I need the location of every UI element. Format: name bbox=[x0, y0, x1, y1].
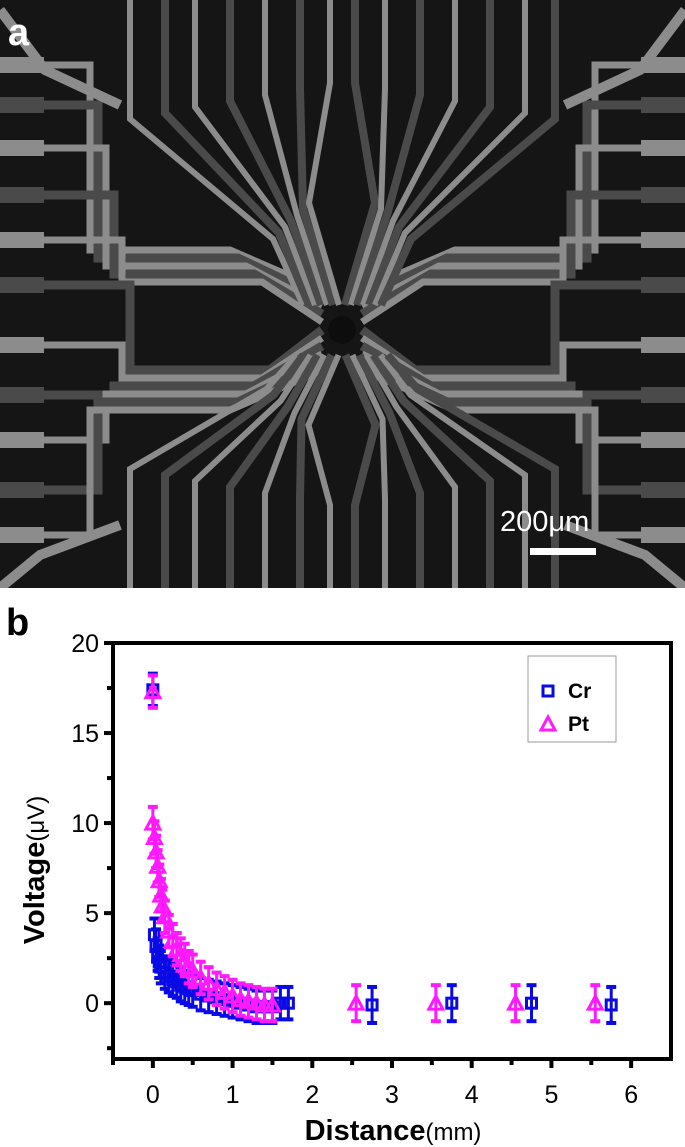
y-tick-label: 10 bbox=[71, 810, 99, 838]
sem-image-panel: a 200μm bbox=[0, 0, 685, 588]
series-pt bbox=[143, 673, 605, 1024]
x-tick-label: 1 bbox=[226, 1081, 240, 1109]
axis-ticks: 0 1 2 3 4 5 6 0 5 10 15 20 bbox=[71, 630, 638, 1109]
data-points bbox=[143, 671, 618, 1025]
chart-legend: Cr Pt bbox=[527, 655, 617, 743]
legend-label-cr: Cr bbox=[568, 680, 591, 703]
scale-bar bbox=[530, 548, 596, 555]
x-tick-label: 6 bbox=[624, 1081, 638, 1109]
y-axis-title: Voltage(μV) bbox=[19, 796, 51, 944]
legend-cr-marker-icon bbox=[541, 684, 555, 698]
y-tick-label: 5 bbox=[85, 900, 99, 928]
x-tick-label: 2 bbox=[305, 1081, 319, 1109]
voltage-distance-chart: 0 1 2 3 4 5 6 0 5 10 15 20 Cr Pt Distance(mm) Volta… bbox=[0, 590, 685, 1147]
x-tick-label: 0 bbox=[146, 1081, 160, 1109]
legend-label-pt: Pt bbox=[568, 713, 589, 736]
y-tick-label: 20 bbox=[71, 630, 99, 658]
x-tick-label: 4 bbox=[465, 1081, 479, 1109]
y-tick-label: 15 bbox=[71, 720, 99, 748]
panel-label-a: a bbox=[8, 12, 30, 54]
panel-label-b: b bbox=[6, 602, 30, 644]
legend-pt-marker-icon bbox=[538, 713, 558, 732]
scale-bar-label: 200μm bbox=[500, 506, 590, 538]
x-tick-label: 3 bbox=[385, 1081, 399, 1109]
x-axis-title: Distance(mm) bbox=[305, 1115, 482, 1147]
sem-electrode-array-image bbox=[0, 0, 685, 588]
x-tick-label: 5 bbox=[544, 1081, 558, 1109]
y-tick-label: 0 bbox=[85, 990, 99, 1018]
